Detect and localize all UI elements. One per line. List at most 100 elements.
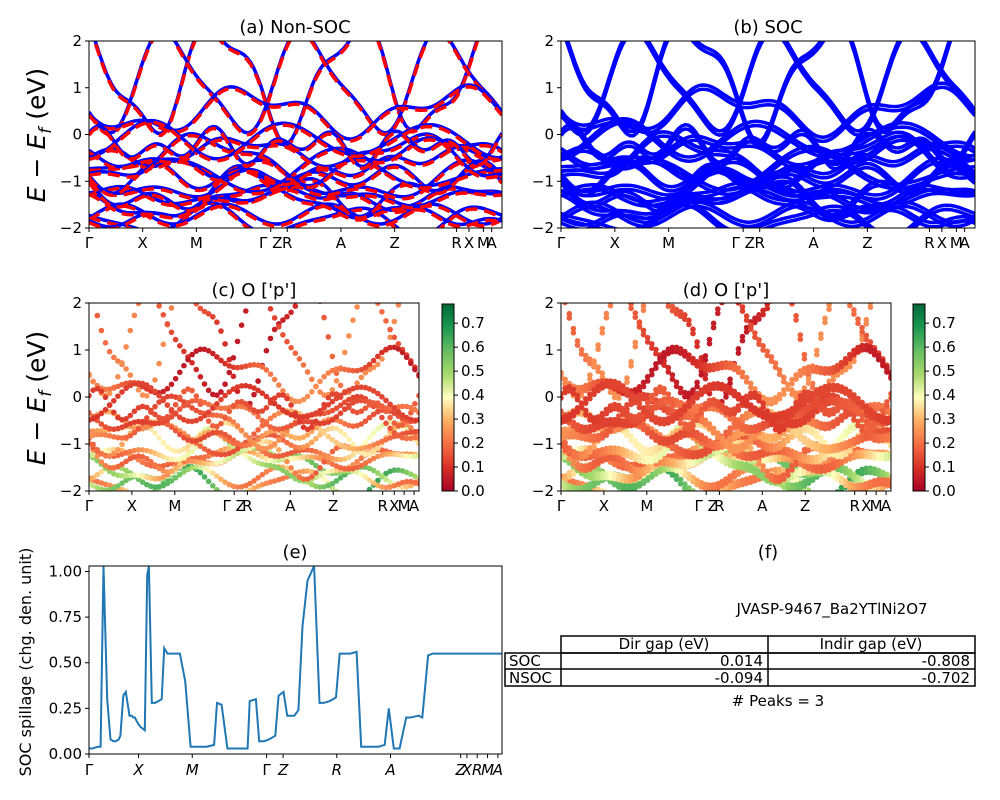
projected-point <box>649 463 655 470</box>
band-line-soc-split <box>561 185 975 211</box>
projected-point <box>595 346 601 353</box>
projected-point <box>657 359 663 365</box>
projected-point <box>210 314 216 320</box>
projected-point <box>595 432 601 439</box>
projected-point <box>350 367 356 374</box>
projected-point <box>682 459 688 465</box>
projected-point <box>831 297 837 303</box>
projected-point <box>362 451 369 458</box>
projected-point <box>781 431 787 437</box>
projected-point <box>875 471 882 478</box>
projected-point <box>267 444 274 450</box>
projected-point <box>888 415 891 421</box>
xtick-label: Z <box>328 497 338 515</box>
projected-point <box>177 461 183 467</box>
colorbar-tick-label: 0.3 <box>461 410 485 428</box>
projected-point <box>304 369 311 375</box>
projected-point <box>785 476 791 483</box>
projected-point <box>616 406 622 413</box>
projected-point <box>189 387 195 394</box>
projected-point <box>644 392 651 399</box>
projected-point <box>370 467 377 474</box>
projected-point <box>583 407 589 414</box>
projected-point <box>230 419 237 425</box>
projected-point <box>375 470 381 476</box>
projected-point <box>818 500 824 506</box>
projected-point <box>595 460 601 467</box>
projected-point <box>863 403 870 410</box>
projected-point <box>826 466 832 473</box>
projected-point <box>677 450 684 457</box>
projected-point <box>255 475 261 481</box>
projected-point <box>350 423 356 430</box>
projected-point <box>243 308 249 314</box>
ytick-label: 2 <box>72 32 82 50</box>
projected-point <box>888 375 891 381</box>
projected-point <box>313 470 319 476</box>
projected-point <box>189 464 195 471</box>
projected-point <box>587 449 593 455</box>
projected-point <box>826 378 832 385</box>
projected-point <box>587 372 593 378</box>
projected-point <box>752 390 758 396</box>
projected-point <box>735 407 742 413</box>
projected-point <box>362 364 369 371</box>
projected-point <box>809 459 816 465</box>
projected-point <box>566 429 573 436</box>
projected-point <box>379 473 385 480</box>
projected-point <box>201 381 208 387</box>
projected-point <box>805 368 812 375</box>
projected-point <box>342 349 348 356</box>
ytick-label: −2 <box>532 482 554 500</box>
projected-point <box>863 316 870 323</box>
projected-point <box>172 475 179 481</box>
projected-point <box>830 465 837 471</box>
colorbar-tick-label: 0.1 <box>461 458 485 476</box>
band-ylabel-unit: (eV) <box>22 68 51 128</box>
projected-point <box>657 420 663 427</box>
projected-point <box>383 484 389 491</box>
xtick-label: A <box>336 234 347 252</box>
projected-point <box>152 484 158 490</box>
projected-point <box>566 487 573 491</box>
projected-point <box>842 398 849 404</box>
projected-point <box>706 401 713 408</box>
projected-point <box>772 456 779 463</box>
projected-point <box>288 422 294 429</box>
projected-point <box>197 374 204 380</box>
material-id: JVASP-9467_Ba2YTlNi2O7 <box>735 600 927 619</box>
projected-point <box>743 443 750 450</box>
projected-point <box>822 444 828 450</box>
projected-point <box>591 387 597 393</box>
projected-point <box>772 478 779 485</box>
projected-point <box>776 391 783 398</box>
projected-point <box>370 455 377 462</box>
projected-point <box>309 424 315 430</box>
projected-point <box>168 414 175 420</box>
projected-point <box>731 366 738 373</box>
panel-b-frame <box>560 40 976 229</box>
projected-point <box>309 454 315 460</box>
projected-point <box>214 392 220 399</box>
projected-point <box>620 477 626 484</box>
projected-point <box>842 402 849 408</box>
projected-point <box>251 431 257 437</box>
projected-point <box>595 414 601 420</box>
projected-point <box>847 393 853 399</box>
projected-point <box>884 365 890 371</box>
projected-point <box>665 395 672 402</box>
projected-point <box>611 445 618 451</box>
projected-point <box>673 311 680 317</box>
projected-point <box>863 428 870 434</box>
colorbar-tick-label: 0.7 <box>932 314 956 332</box>
projected-point <box>743 435 750 441</box>
projected-point <box>383 397 389 404</box>
projected-point <box>197 401 204 408</box>
projected-point <box>172 411 179 417</box>
projected-point <box>842 390 849 397</box>
projected-point <box>313 474 319 481</box>
projected-point <box>280 467 286 474</box>
projected-point <box>826 391 832 398</box>
projected-point <box>329 468 336 474</box>
projected-point <box>375 400 381 406</box>
